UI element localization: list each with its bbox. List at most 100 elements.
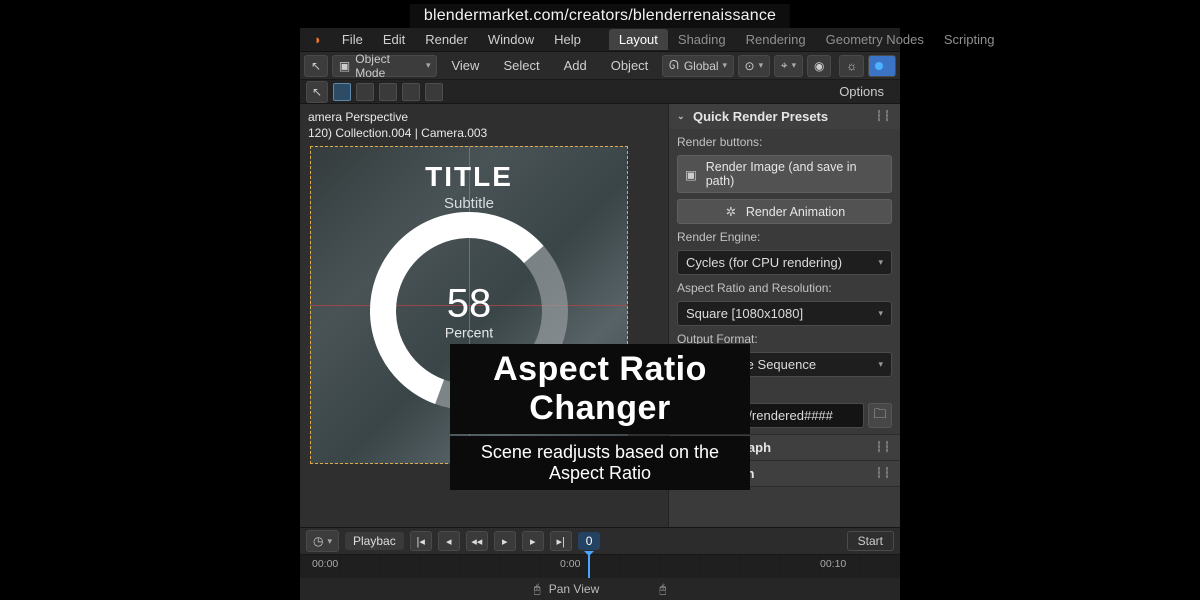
overlay-1[interactable]: ☼ <box>839 55 864 77</box>
blender-logo-icon: ◗ <box>314 32 322 47</box>
mode-dropdown[interactable]: ▣ Object Mode <box>332 55 438 77</box>
timeline-editor-type[interactable]: ◷ <box>306 530 339 552</box>
blender-window: ◗ File Edit Render Window Help Layout Sh… <box>300 28 900 600</box>
ring-value: 58 Percent <box>445 282 493 341</box>
tool-settings-bar: ↖ Options <box>300 80 900 104</box>
info-line-2: 120) Collection.004 | Camera.003 <box>308 126 660 140</box>
header-toolbar: ↖ ▣ Object Mode View Select Add Object ᘏ… <box>300 52 900 80</box>
timeline: ◷ Playbac |◂ ◂ ◂◂ ▸ ▸ ▸| 0 Start 00:00 0… <box>300 527 900 600</box>
chevron-down-icon: ▾ <box>878 308 883 319</box>
promo-url-banner: blendermarket.com/creators/blenderrenais… <box>410 4 790 28</box>
mouse-icon: 🖰 <box>659 582 666 597</box>
tick-2: 00:10 <box>820 558 846 570</box>
proportional-icon: ◉ <box>814 59 824 73</box>
chevron-down-icon: ▾ <box>878 257 883 268</box>
engine-label: Render Engine: <box>677 230 892 244</box>
tab-shading[interactable]: Shading <box>668 29 736 50</box>
prev-key[interactable]: ◂ <box>438 531 460 551</box>
play[interactable]: ▸ <box>494 531 516 551</box>
play-rev[interactable]: ◂◂ <box>466 531 488 551</box>
render-subtitle: Subtitle <box>311 195 627 212</box>
sec-quick-render-title: Quick Render Presets <box>693 109 828 124</box>
snap-icon: ⌖ <box>781 58 788 73</box>
overlay-2[interactable] <box>868 55 896 77</box>
aspect-value: Square [1080x1080] <box>686 306 803 321</box>
timeline-strip[interactable]: 00:00 0:00 00:10 <box>300 554 900 578</box>
render-animation-label: Render Animation <box>746 205 845 219</box>
tab-scripting[interactable]: Scripting <box>934 29 1005 50</box>
render-title: TITLE <box>311 161 627 193</box>
mouse-icon: 🖰 <box>534 582 541 597</box>
tab-geometry-nodes[interactable]: Geometry Nodes <box>816 29 934 50</box>
pan-view-label: Pan View <box>549 582 599 596</box>
select-mode-box[interactable] <box>333 83 351 101</box>
path-browse-button[interactable]: 🗀 <box>868 403 892 428</box>
cursor-icon: ↖ <box>311 59 321 73</box>
menu-edit[interactable]: Edit <box>373 29 415 50</box>
promo-caption: Aspect Ratio Changer Scene readjusts bas… <box>450 344 750 490</box>
blender-logo[interactable]: ◗ <box>304 29 332 50</box>
tick-1: 0:00 <box>560 558 580 570</box>
main-menubar: ◗ File Edit Render Window Help Layout Sh… <box>300 28 900 52</box>
jump-start[interactable]: |◂ <box>410 531 432 551</box>
caption-line2: Scene readjusts based on the Aspect Rati… <box>450 436 750 490</box>
viewport-info: amera Perspective 120) Collection.004 | … <box>300 104 668 142</box>
render-title-block: TITLE Subtitle <box>311 161 627 212</box>
hdr-object[interactable]: Object <box>601 55 659 76</box>
info-line-1: amera Perspective <box>308 110 660 124</box>
ring-label: Percent <box>445 325 493 341</box>
app-stage: blendermarket.com/creators/blenderrenais… <box>300 0 900 600</box>
cursor-tool[interactable]: ↖ <box>306 81 328 103</box>
pan-view-hint: 🖰 Pan View <box>534 582 600 597</box>
engine-select[interactable]: Cycles (for CPU rendering) ▾ <box>677 250 892 275</box>
select-mode-2[interactable] <box>356 83 374 101</box>
select-mode-5[interactable] <box>425 83 443 101</box>
aspect-select[interactable]: Square [1080x1080] ▾ <box>677 301 892 326</box>
tab-rendering[interactable]: Rendering <box>736 29 816 50</box>
hdr-add[interactable]: Add <box>554 55 597 76</box>
next-key[interactable]: ▸ <box>522 531 544 551</box>
render-buttons-label: Render buttons: <box>677 135 892 149</box>
menu-window[interactable]: Window <box>478 29 544 50</box>
pivot-icon: ⊙ <box>745 59 755 73</box>
select-mode-3[interactable] <box>379 83 397 101</box>
caption-line1: Aspect Ratio Changer <box>450 344 750 434</box>
timeline-footer: 🖰 Pan View 🖰 <box>300 578 900 600</box>
hdr-view[interactable]: View <box>441 55 489 76</box>
pivot-dropdown[interactable]: ⊙ <box>738 55 770 77</box>
menu-help[interactable]: Help <box>544 29 591 50</box>
timeline-header: ◷ Playbac |◂ ◂ ◂◂ ▸ ▸ ▸| 0 Start <box>300 528 900 554</box>
render-image-label: Render Image (and save in path) <box>706 160 885 188</box>
sec-quick-render-head[interactable]: Quick Render Presets ┇┇ <box>669 104 900 129</box>
folder-icon: 🗀 <box>873 405 886 427</box>
object-mode-icon: ▣ <box>339 59 350 73</box>
render-animation-button[interactable]: ✲ Render Animation <box>677 199 892 224</box>
orientation-label: Global <box>684 59 719 73</box>
select-mode-4[interactable] <box>402 83 420 101</box>
render-image-icon: ▣ <box>684 167 698 182</box>
tab-layout[interactable]: Layout <box>609 29 668 50</box>
tool-options-label[interactable]: Options <box>829 81 894 102</box>
start-frame-field[interactable]: Start <box>847 531 894 551</box>
playback-menu[interactable]: Playbac <box>345 532 404 550</box>
hdr-select[interactable]: Select <box>493 55 549 76</box>
menu-file[interactable]: File <box>332 29 373 50</box>
panel-grip-icon[interactable]: ┇┇ <box>876 468 892 479</box>
current-frame[interactable]: 0 <box>578 532 601 550</box>
panel-grip-icon[interactable]: ┇┇ <box>876 442 892 453</box>
tick-0: 00:00 <box>312 558 338 570</box>
chevron-down-icon: ▾ <box>878 359 883 370</box>
proportional-btn[interactable]: ◉ <box>807 55 831 77</box>
render-image-button[interactable]: ▣ Render Image (and save in path) <box>677 155 892 193</box>
menu-render[interactable]: Render <box>415 29 478 50</box>
panel-grip-icon[interactable]: ┇┇ <box>876 111 892 122</box>
orientation-dropdown[interactable]: ᘏ Global <box>662 55 733 77</box>
chevron-down-icon <box>677 111 687 122</box>
orientation-icon: ᘏ <box>669 58 679 73</box>
workspace-tabs: Layout Shading Rendering Geometry Nodes … <box>609 29 1005 50</box>
ring-number: 58 <box>445 282 493 327</box>
snap-dropdown[interactable]: ⌖ <box>774 55 803 77</box>
playhead[interactable] <box>588 555 590 578</box>
jump-end[interactable]: ▸| <box>550 531 572 551</box>
editor-type-button[interactable]: ↖ <box>304 55 328 77</box>
